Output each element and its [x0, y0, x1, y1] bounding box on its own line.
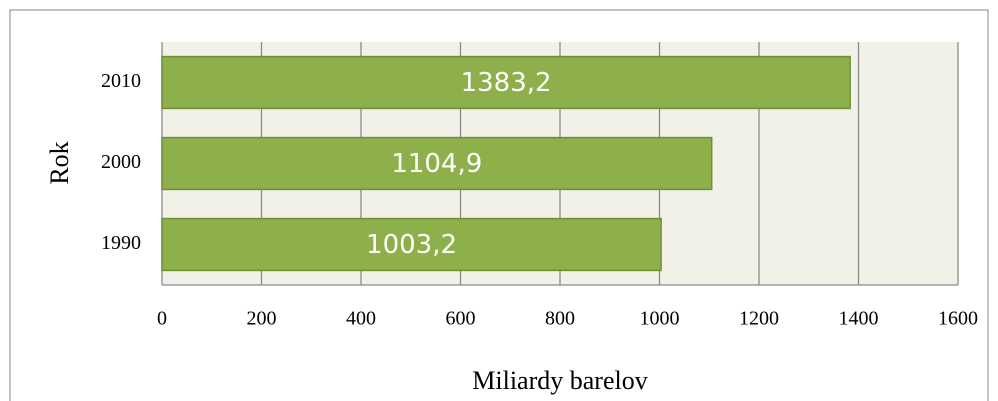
bar [161, 136, 713, 191]
y-tick-label: 2000 [101, 151, 141, 173]
x-tick-label: 1200 [739, 308, 779, 330]
x-tick-label: 1400 [839, 308, 879, 330]
bar [161, 217, 662, 272]
data-label: 1003,2 [366, 230, 457, 260]
x-tick-label: 800 [545, 308, 575, 330]
x-tick-label: 400 [346, 308, 376, 330]
data-label: 1104,9 [391, 149, 482, 179]
y-tick-label: 1990 [101, 232, 141, 254]
x-tick-label: 1600 [938, 308, 978, 330]
y-axis-title: Rok [45, 141, 74, 184]
x-tick-label: 1000 [640, 308, 680, 330]
x-tick-label: 600 [446, 308, 476, 330]
x-tick-label: 0 [157, 308, 167, 330]
x-axis-title: Miliardy barelov [472, 366, 647, 395]
x-tick-label: 200 [247, 308, 277, 330]
y-tick-label: 2010 [101, 70, 141, 92]
bar [161, 55, 851, 110]
data-label: 1383,2 [461, 68, 552, 98]
